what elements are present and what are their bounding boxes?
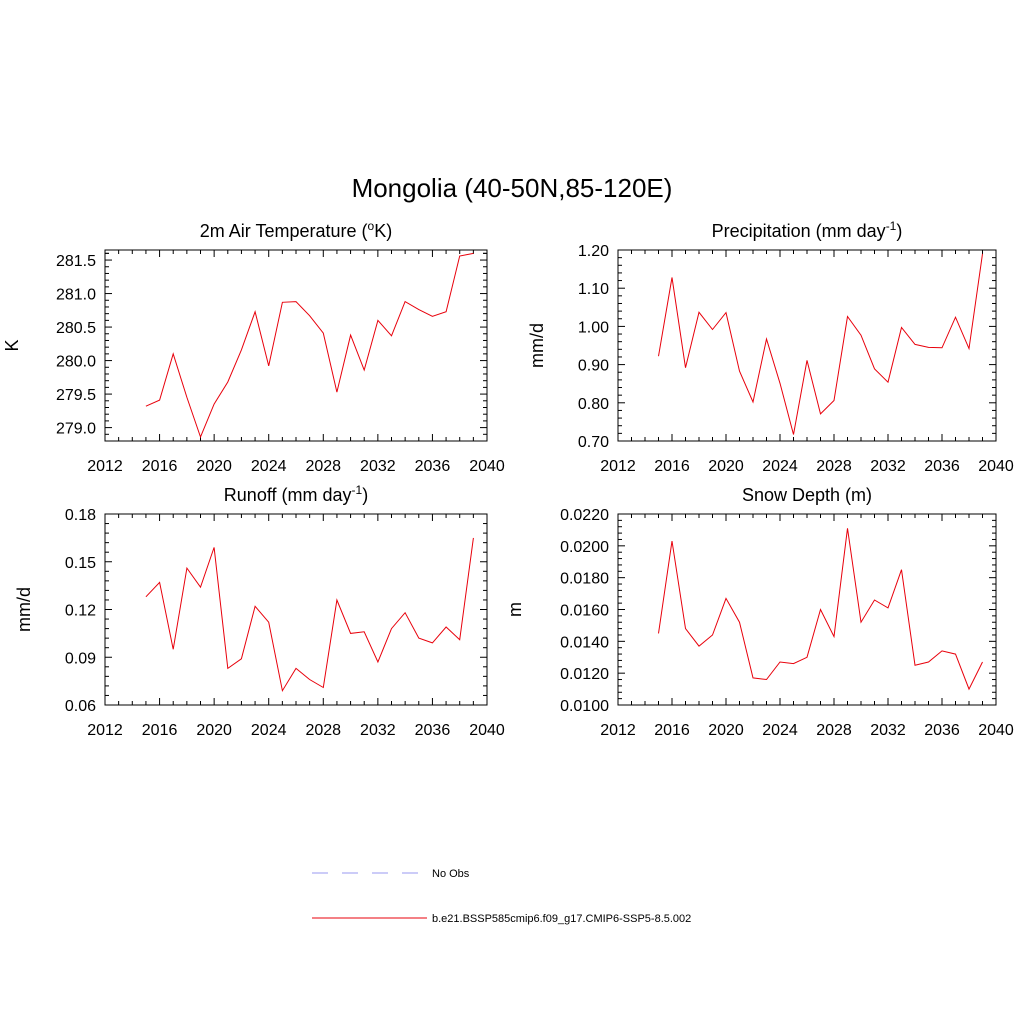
x-tick-label: 2036 bbox=[924, 458, 960, 475]
plot-frame bbox=[617, 513, 997, 706]
y-tick-label: 1.10 bbox=[578, 281, 609, 298]
legend: No Obs b.e21.BSSP585cmip6.f09_g17.CMIP6-S… bbox=[312, 868, 691, 925]
y-tick-label: 0.09 bbox=[65, 650, 96, 667]
series-line bbox=[145, 252, 474, 439]
panel-title: Snow Depth (m) bbox=[742, 485, 872, 505]
x-tick-label: 2028 bbox=[305, 722, 341, 739]
panel-1: 2m Air Temperature (oK) K 2012 2016 2020 2024… bbox=[2, 219, 505, 475]
legend-item: No Obs bbox=[312, 868, 470, 880]
plot-frame bbox=[104, 513, 488, 706]
y-axis-label: K bbox=[2, 339, 22, 351]
series-line bbox=[658, 253, 983, 435]
y-axis-label: m bbox=[505, 602, 525, 617]
x-tick-label: 2024 bbox=[251, 458, 287, 475]
legend-item: b.e21.BSSP585cmip6.f09_g17.CMIP6-SSP5-8.… bbox=[312, 913, 691, 925]
y-tick-label: 280.5 bbox=[56, 320, 96, 337]
x-tick-label: 2012 bbox=[87, 722, 123, 739]
panel-title: 2m Air Temperature (oK) bbox=[200, 219, 392, 241]
y-tick-label: 0.0120 bbox=[560, 666, 609, 683]
y-tick-label: 0.90 bbox=[578, 358, 609, 375]
y-tick-label: 0.80 bbox=[578, 396, 609, 413]
y-tick-label: 281.5 bbox=[56, 253, 96, 270]
y-tick-label: 0.0220 bbox=[560, 507, 609, 524]
x-tick-label: 2032 bbox=[360, 722, 396, 739]
legend-label: No Obs bbox=[432, 868, 470, 880]
x-tick-label: 2024 bbox=[762, 722, 798, 739]
y-tick-label: 279.0 bbox=[56, 421, 96, 438]
y-tick-label: 0.0180 bbox=[560, 571, 609, 588]
y-tick-label: 279.5 bbox=[56, 387, 96, 404]
series-line bbox=[658, 528, 983, 691]
x-tick-label: 2028 bbox=[816, 722, 852, 739]
x-tick-label: 2032 bbox=[360, 458, 396, 475]
plot-frame bbox=[617, 249, 997, 442]
y-tick-label: 281.0 bbox=[56, 287, 96, 304]
y-tick-label: 0.70 bbox=[578, 434, 609, 451]
x-tick-label: 2020 bbox=[708, 722, 744, 739]
series-line bbox=[145, 537, 474, 693]
y-tick-label: 0.06 bbox=[65, 698, 96, 715]
y-axis-label: mm/d bbox=[14, 587, 34, 632]
panel-title: Precipitation (mm day-1) bbox=[712, 219, 903, 241]
y-tick-label: 0.0200 bbox=[560, 539, 609, 556]
x-tick-label: 2012 bbox=[87, 458, 123, 475]
y-tick-label: 0.12 bbox=[65, 603, 96, 620]
panel-2: Precipitation (mm day-1) mm/d 2012 2016 2020… bbox=[527, 219, 1014, 475]
y-tick-label: 280.0 bbox=[56, 354, 96, 371]
x-tick-label: 2012 bbox=[600, 722, 636, 739]
x-tick-label: 2036 bbox=[924, 722, 960, 739]
x-tick-label: 2036 bbox=[415, 722, 451, 739]
x-tick-label: 2020 bbox=[708, 458, 744, 475]
x-tick-label: 2024 bbox=[762, 458, 798, 475]
x-tick-label: 2028 bbox=[305, 458, 341, 475]
x-tick-label: 2036 bbox=[415, 458, 451, 475]
y-tick-label: 0.18 bbox=[65, 507, 96, 524]
x-tick-label: 2032 bbox=[870, 722, 906, 739]
panel-title: Runoff (mm day-1) bbox=[224, 483, 368, 505]
x-tick-label: 2020 bbox=[196, 458, 232, 475]
legend-label: b.e21.BSSP585cmip6.f09_g17.CMIP6-SSP5-8.… bbox=[432, 913, 691, 925]
x-tick-label: 2020 bbox=[196, 722, 232, 739]
y-tick-label: 0.0140 bbox=[560, 634, 609, 651]
x-tick-label: 2040 bbox=[469, 722, 505, 739]
y-tick-label: 0.15 bbox=[65, 555, 96, 572]
x-tick-label: 2024 bbox=[251, 722, 287, 739]
x-tick-label: 2028 bbox=[816, 458, 852, 475]
x-tick-label: 2016 bbox=[654, 722, 690, 739]
x-tick-label: 2032 bbox=[870, 458, 906, 475]
x-tick-label: 2012 bbox=[600, 458, 636, 475]
x-tick-label: 2040 bbox=[978, 722, 1014, 739]
y-tick-label: 0.0100 bbox=[560, 698, 609, 715]
x-tick-label: 2016 bbox=[142, 722, 178, 739]
x-tick-label: 2016 bbox=[654, 458, 690, 475]
x-tick-label: 2040 bbox=[469, 458, 505, 475]
y-tick-label: 0.0160 bbox=[560, 603, 609, 620]
panel-3: Runoff (mm day-1) mm/d 2012 2016 2020 2024 202… bbox=[14, 483, 505, 739]
y-axis-label: mm/d bbox=[527, 323, 547, 368]
y-tick-label: 1.00 bbox=[578, 319, 609, 336]
x-tick-label: 2040 bbox=[978, 458, 1014, 475]
y-tick-label: 1.20 bbox=[578, 243, 609, 260]
panel-4: Snow Depth (m) m 2012 2016 2020 2024 2028 2032 2… bbox=[505, 485, 1014, 739]
figure-title: Mongolia (40-50N,85-120E) bbox=[352, 173, 673, 203]
panels: 2m Air Temperature (oK) K 2012 2016 2020 2024… bbox=[2, 219, 1014, 739]
x-tick-label: 2016 bbox=[142, 458, 178, 475]
plot-frame bbox=[104, 249, 488, 442]
